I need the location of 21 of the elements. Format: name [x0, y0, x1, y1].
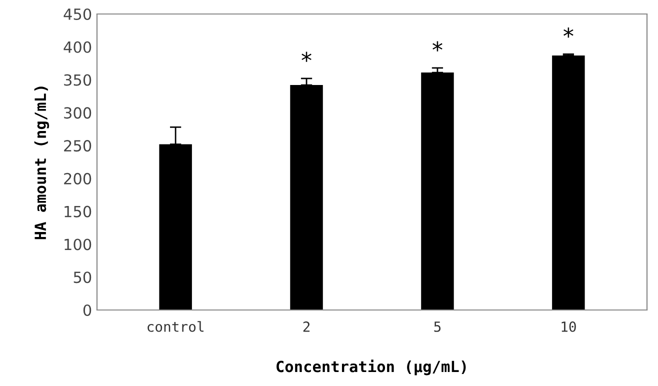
y-tick-label: 350: [64, 74, 92, 86]
y-tick-label: 400: [64, 41, 92, 53]
x-tick-label: control: [148, 321, 204, 332]
y-tick-label: 150: [64, 206, 92, 218]
y-tick-label: 50: [74, 272, 92, 284]
annotation: *: [432, 41, 442, 52]
y-tick-label: 300: [64, 107, 92, 119]
x-tick-label: 2: [303, 321, 310, 332]
y-tick-label: 100: [64, 238, 92, 250]
y-tick-label: 250: [64, 140, 92, 152]
x-axis-title: Concentration (μg/mL): [276, 360, 466, 376]
x-tick-label: 10: [562, 321, 576, 332]
x-tick-label: 5: [434, 322, 441, 332]
y-axis-title: HA amount (ng/mL): [34, 86, 50, 240]
y-tick-label: 0: [83, 304, 92, 316]
annotation: *: [302, 52, 312, 62]
bar: [421, 72, 454, 310]
bar: [552, 55, 585, 310]
y-tick-label: 200: [64, 172, 92, 184]
annotation: *: [564, 27, 574, 38]
y-tick-label: 450: [64, 8, 92, 20]
